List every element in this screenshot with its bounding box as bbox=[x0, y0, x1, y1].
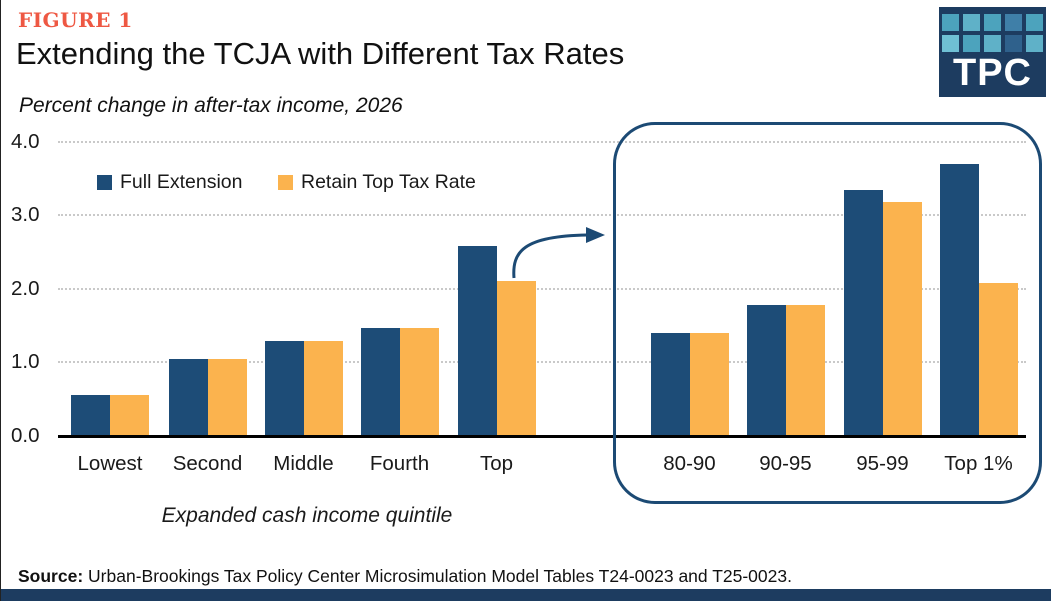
tpc-logo: TPC bbox=[939, 7, 1046, 97]
bottom-navy-band bbox=[1, 589, 1051, 601]
legend-swatch-blue-icon bbox=[97, 175, 112, 190]
bar-full-extension-Lowest bbox=[71, 395, 110, 435]
x-tick-label-80-90: 80-90 bbox=[663, 452, 716, 475]
legend-swatch-orange-icon bbox=[278, 175, 293, 190]
x-tick-label-Top: Top bbox=[479, 452, 514, 475]
bar-retain-top-rate-80-90 bbox=[689, 333, 729, 435]
gridline bbox=[58, 361, 1026, 363]
chart-legend: Full Extension Retain Top Tax Rate bbox=[1, 171, 1051, 193]
bar-full-extension-90-95 bbox=[746, 305, 786, 435]
bar-full-extension-80-90 bbox=[650, 333, 690, 435]
bar-full-extension-Top 1% bbox=[939, 164, 979, 435]
logo-square-icon bbox=[1005, 35, 1022, 52]
x-tick-label-Top 1%: Top 1% bbox=[944, 452, 1013, 475]
logo-square-icon bbox=[984, 14, 1001, 31]
legend-label: Full Extension bbox=[120, 171, 243, 193]
bar-full-extension-95-99 bbox=[843, 190, 883, 435]
gridline bbox=[58, 214, 1026, 216]
bar-retain-top-rate-Middle bbox=[303, 341, 343, 435]
logo-square-icon bbox=[942, 14, 959, 31]
bar-retain-top-rate-95-99 bbox=[882, 202, 922, 435]
logo-square-icon bbox=[963, 14, 980, 31]
y-tick-label: 4.0 bbox=[11, 129, 40, 153]
x-tick-label-95-99: 95-99 bbox=[856, 452, 909, 475]
page-title: Extending the TCJA with Different Tax Ra… bbox=[16, 36, 625, 71]
gridline bbox=[58, 287, 1026, 290]
y-tick-label: 2.0 bbox=[11, 276, 40, 300]
gridline bbox=[58, 140, 1026, 143]
x-axis-line bbox=[58, 435, 1026, 438]
logo-square-icon bbox=[1005, 14, 1022, 31]
arrow-to-detail-icon bbox=[512, 227, 605, 279]
x-tick-label-Middle: Middle bbox=[273, 452, 334, 475]
legend-item-full-extension: Full Extension bbox=[97, 171, 242, 194]
source-label: Source: bbox=[18, 566, 84, 586]
bar-retain-top-rate-90-95 bbox=[785, 305, 825, 435]
logo-square-icon bbox=[984, 35, 1001, 52]
legend-label: Retain Top Tax Rate bbox=[301, 171, 476, 193]
logo-square-icon bbox=[1026, 14, 1043, 31]
bar-full-extension-Top bbox=[457, 246, 497, 435]
bar-retain-top-rate-Top bbox=[496, 281, 536, 435]
figure-label: FIGURE 1 bbox=[18, 8, 133, 32]
source-text: Urban-Brookings Tax Policy Center Micros… bbox=[88, 566, 792, 586]
bar-full-extension-Middle bbox=[264, 341, 304, 435]
bar-retain-top-rate-Top 1% bbox=[978, 283, 1018, 435]
bar-full-extension-Second bbox=[168, 359, 208, 435]
bar-full-extension-Fourth bbox=[360, 328, 400, 435]
bar-retain-top-rate-Lowest bbox=[110, 395, 149, 435]
legend-item-retain-top-rate: Retain Top Tax Rate bbox=[278, 171, 476, 194]
tpc-logo-text: TPC bbox=[953, 52, 1032, 94]
x-axis-title: Expanded cash income quintile bbox=[161, 504, 453, 527]
source-line: Source: Urban-Brookings Tax Policy Cente… bbox=[18, 566, 792, 587]
bar-retain-top-rate-Second bbox=[207, 359, 247, 435]
x-tick-label-90-95: 90-95 bbox=[759, 452, 812, 475]
x-tick-label-Second: Second bbox=[172, 452, 243, 475]
x-tick-label-Lowest: Lowest bbox=[77, 452, 143, 475]
logo-square-icon bbox=[963, 35, 980, 52]
x-tick-label-Fourth: Fourth bbox=[369, 452, 430, 475]
y-tick-label: 3.0 bbox=[11, 203, 40, 226]
logo-square-icon bbox=[1026, 35, 1043, 52]
logo-square-icon bbox=[942, 35, 959, 52]
y-tick-label: 0.0 bbox=[11, 424, 40, 447]
top-quintile-detail-panel bbox=[613, 122, 1042, 504]
bar-retain-top-rate-Fourth bbox=[399, 328, 439, 435]
chart-subtitle: Percent change in after-tax income, 2026 bbox=[19, 94, 403, 117]
y-tick-label: 1.0 bbox=[11, 350, 40, 373]
tpc-logo-squares-icon bbox=[942, 14, 1043, 52]
